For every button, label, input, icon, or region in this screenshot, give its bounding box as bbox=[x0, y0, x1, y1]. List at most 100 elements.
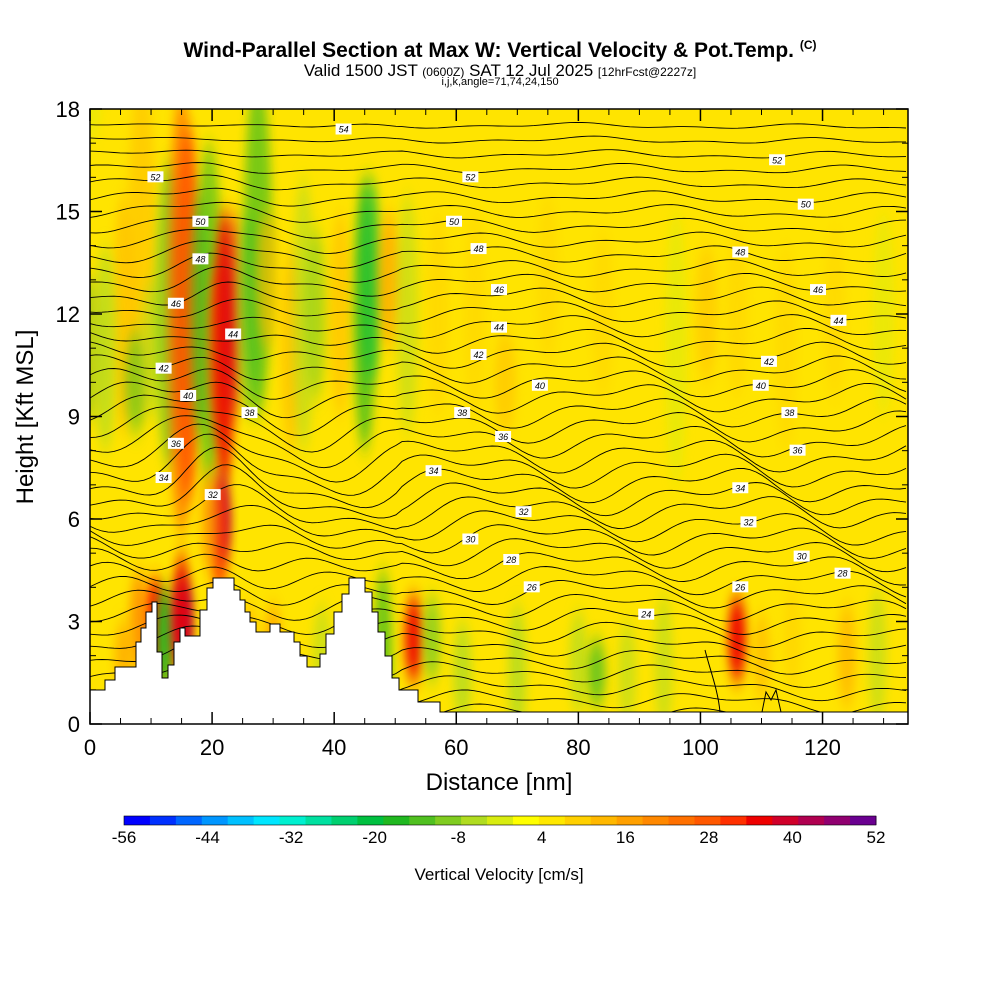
field-cell bbox=[654, 594, 673, 724]
theta-label: 50 bbox=[797, 198, 814, 210]
colorbar-swatch bbox=[668, 816, 695, 825]
field-cell bbox=[378, 211, 401, 349]
theta-label: 36 bbox=[495, 431, 512, 442]
theta-label-bg bbox=[204, 489, 221, 501]
theta-label-text: 42 bbox=[764, 357, 774, 367]
colorbar: -56 -44 -32 -20 -8 4 16 28 40 52 bbox=[112, 815, 886, 847]
theta-label-bg bbox=[192, 253, 209, 265]
theta-label: 52 bbox=[147, 171, 164, 183]
theta-label: 30 bbox=[462, 533, 479, 545]
field-cell bbox=[404, 595, 423, 682]
theta-label-text: 44 bbox=[833, 316, 843, 326]
colorbar-swatch bbox=[616, 816, 644, 825]
theta-contour-line bbox=[90, 423, 907, 483]
theta-label: 48 bbox=[192, 253, 209, 265]
theta-contour-line bbox=[90, 547, 907, 586]
colorbar-label: 16 bbox=[616, 828, 635, 847]
colorbar-swatch bbox=[227, 816, 255, 825]
theta-label-bg bbox=[470, 243, 487, 255]
theta-label: 52 bbox=[769, 154, 786, 166]
y-tick-label: 15 bbox=[56, 200, 80, 225]
x-axis: 0 20 40 60 80 100 120 bbox=[84, 109, 885, 760]
theta-label: 38 bbox=[241, 407, 258, 419]
field-cell bbox=[292, 177, 315, 451]
theta-label: 42 bbox=[155, 362, 172, 374]
y-tick-label: 12 bbox=[56, 302, 80, 327]
forecast-label: [12hrFcst@2227z] bbox=[597, 65, 697, 79]
theta-label-text: 32 bbox=[208, 490, 218, 500]
theta-contour-line bbox=[90, 228, 907, 254]
theta-contour-line bbox=[90, 381, 907, 419]
field-cell bbox=[591, 228, 614, 400]
colorbar-swatch bbox=[824, 816, 851, 825]
x-axis-label: Distance [nm] bbox=[426, 769, 573, 796]
x-tick-label: 0 bbox=[84, 735, 96, 760]
theta-label-bg bbox=[769, 154, 786, 166]
theta-label-text: 36 bbox=[498, 432, 508, 442]
theta-label-text: 38 bbox=[457, 408, 467, 418]
theta-label-bg bbox=[155, 362, 172, 374]
colorbar-swatch bbox=[279, 816, 307, 825]
theta-label-text: 44 bbox=[228, 330, 238, 340]
field-cell bbox=[569, 611, 588, 714]
colorbar-swatch bbox=[538, 816, 566, 825]
theta-label-bg bbox=[752, 379, 769, 391]
theta-label-text: 50 bbox=[449, 217, 459, 227]
theta-contour-line bbox=[90, 504, 907, 546]
theta-label-text: 40 bbox=[756, 381, 766, 391]
theta-label-bg bbox=[491, 321, 507, 333]
theta-label-bg bbox=[732, 581, 749, 593]
colorbar-swatch bbox=[305, 816, 332, 825]
theta-contour-line bbox=[90, 266, 907, 297]
theta-label-bg bbox=[797, 198, 814, 210]
theta-label-text: 34 bbox=[735, 483, 745, 493]
colorbar-swatch bbox=[720, 816, 747, 825]
theta-label: 44 bbox=[491, 321, 507, 333]
theta-label-bg bbox=[523, 581, 540, 593]
theta-label-bg bbox=[167, 297, 184, 309]
chart-subtitle: Valid 1500 JST (0600Z) SAT 12 Jul 2025 [… bbox=[0, 61, 1000, 81]
x-tick-label: 60 bbox=[444, 735, 468, 760]
colorbar-label: 40 bbox=[783, 828, 802, 847]
colorbar-label: -32 bbox=[279, 828, 304, 847]
field-cell bbox=[774, 245, 797, 451]
theta-label: 50 bbox=[446, 215, 463, 227]
theta-label-bg bbox=[810, 284, 827, 296]
theta-label-bg bbox=[515, 506, 532, 518]
colorbar-label: 52 bbox=[867, 828, 886, 847]
theta-contour-line bbox=[90, 162, 907, 174]
field-cell bbox=[837, 604, 856, 707]
theta-label: 26 bbox=[523, 581, 540, 593]
theta-label: 32 bbox=[740, 516, 757, 528]
valid-utc: (0600Z) bbox=[422, 65, 465, 79]
theta-label: 52 bbox=[462, 171, 479, 183]
theta-label: 40 bbox=[531, 379, 548, 391]
theta-label-bg bbox=[462, 533, 479, 545]
theta-contour-line bbox=[90, 464, 907, 519]
field-cell bbox=[868, 587, 887, 724]
field-cell bbox=[90, 109, 102, 144]
theta-label: 50 bbox=[192, 215, 209, 227]
theta-label-bg bbox=[531, 379, 548, 391]
theta-label: 40 bbox=[752, 379, 769, 391]
theta-label: 28 bbox=[503, 554, 520, 565]
valid-prefix: Valid 1500 JST bbox=[303, 61, 418, 80]
colorbar-swatch bbox=[175, 816, 203, 825]
field-cell bbox=[494, 331, 517, 434]
field-cell bbox=[94, 245, 117, 451]
colorbar-swatch bbox=[357, 816, 384, 825]
colorbar-title: Vertical Velocity [cm/s] bbox=[414, 865, 583, 884]
theta-label: 30 bbox=[793, 550, 810, 562]
theta-label-text: 26 bbox=[734, 582, 745, 592]
theta-contour-line bbox=[90, 240, 907, 269]
field-cell bbox=[618, 621, 637, 724]
field-cell bbox=[872, 211, 895, 417]
theta-label-text: 52 bbox=[465, 172, 475, 182]
colorbar-swatch bbox=[798, 816, 825, 825]
theta-label-bg bbox=[495, 431, 512, 442]
theta-label-bg bbox=[147, 171, 164, 183]
field-cell bbox=[453, 621, 472, 724]
colorbar-swatch bbox=[383, 816, 410, 825]
theta-label-bg bbox=[491, 284, 507, 296]
x-tick-label: 120 bbox=[804, 735, 841, 760]
